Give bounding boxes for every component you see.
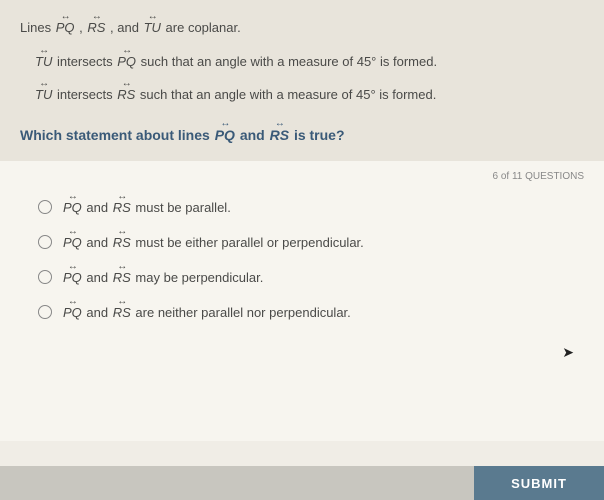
line-rs: RS [112, 270, 132, 285]
line-rs: RS [112, 305, 132, 320]
radio-icon[interactable] [38, 305, 52, 319]
text: may be perpendicular. [135, 270, 263, 285]
text: must be either parallel or perpendicular… [135, 235, 363, 250]
question-counter: 6 of 11 QUESTIONS [20, 171, 584, 182]
line-tu: TU [143, 18, 162, 38]
option-2[interactable]: PQ and RS must be either parallel or per… [20, 235, 584, 250]
radio-icon[interactable] [38, 200, 52, 214]
line-rs: RS [116, 85, 136, 105]
text: and [240, 127, 269, 143]
text: , [79, 20, 86, 35]
option-text: PQ and RS must be parallel. [62, 200, 231, 215]
text: intersects [57, 87, 116, 102]
line-pq: PQ [214, 127, 236, 143]
intro-line: Lines PQ , RS , and TU are coplanar. [20, 18, 584, 38]
line-rs: RS [86, 18, 106, 38]
line-tu: TU [34, 85, 53, 105]
line-pq: PQ [116, 52, 137, 72]
option-4[interactable]: PQ and RS are neither parallel nor perpe… [20, 305, 584, 320]
line-pq: PQ [62, 200, 83, 215]
footer-spacer [0, 466, 474, 500]
text: and [86, 305, 111, 320]
text: such that an angle with a measure of 45°… [140, 87, 436, 102]
text: is true? [294, 127, 345, 143]
answer-section: 6 of 11 QUESTIONS PQ and RS must be para… [0, 161, 604, 441]
option-3[interactable]: PQ and RS may be perpendicular. [20, 270, 584, 285]
text: are coplanar. [166, 20, 241, 35]
submit-button[interactable]: SUBMIT [474, 466, 604, 500]
problem-statement: Lines PQ , RS , and TU are coplanar. TU … [0, 0, 604, 161]
text: intersects [57, 54, 116, 69]
text: Lines [20, 20, 55, 35]
text: , and [110, 20, 143, 35]
line-rs: RS [112, 235, 132, 250]
text: must be parallel. [135, 200, 230, 215]
line-pq: PQ [62, 305, 83, 320]
statement-1: TU intersects PQ such that an angle with… [20, 52, 584, 72]
statement-2: TU intersects RS such that an angle with… [20, 85, 584, 105]
question: Which statement about lines PQ and RS is… [20, 127, 584, 143]
option-text: PQ and RS may be perpendicular. [62, 270, 263, 285]
radio-icon[interactable] [38, 270, 52, 284]
line-pq: PQ [55, 18, 76, 38]
option-text: PQ and RS must be either parallel or per… [62, 235, 364, 250]
text: and [86, 235, 111, 250]
text: Which statement about lines [20, 127, 214, 143]
footer: SUBMIT [0, 466, 604, 500]
text: are neither parallel nor perpendicular. [135, 305, 350, 320]
text: such that an angle with a measure of 45°… [141, 54, 437, 69]
line-rs: RS [112, 200, 132, 215]
option-1[interactable]: PQ and RS must be parallel. [20, 200, 584, 215]
option-text: PQ and RS are neither parallel nor perpe… [62, 305, 351, 320]
text: and [86, 200, 111, 215]
line-pq: PQ [62, 270, 83, 285]
text: and [86, 270, 111, 285]
radio-icon[interactable] [38, 235, 52, 249]
line-tu: TU [34, 52, 53, 72]
line-rs: RS [269, 127, 290, 143]
line-pq: PQ [62, 235, 83, 250]
cursor-icon: ➤ [562, 344, 574, 361]
